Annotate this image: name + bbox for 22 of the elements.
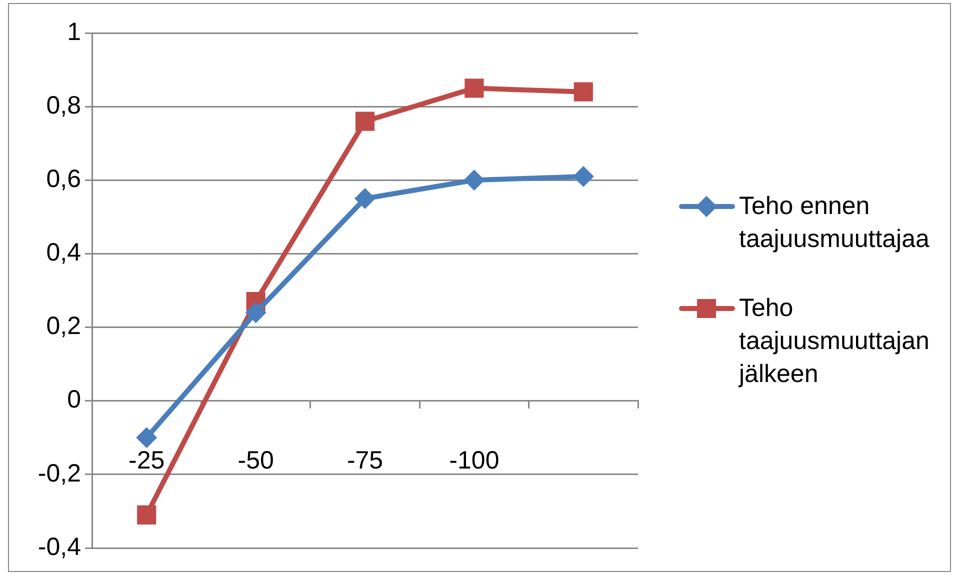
legend-label: Teho taajuusmuuttajan jälkeen bbox=[739, 293, 930, 390]
x-tick-label: -100 bbox=[449, 446, 500, 475]
point bbox=[574, 82, 593, 102]
y-tick-label: 0,6 bbox=[46, 165, 81, 194]
y-tick-label: 1 bbox=[67, 18, 81, 46]
point bbox=[355, 112, 375, 131]
point bbox=[464, 78, 484, 98]
point bbox=[464, 170, 485, 191]
point bbox=[354, 188, 376, 210]
y-tick-label: 0,8 bbox=[46, 91, 81, 120]
y-tick-label: 0,2 bbox=[46, 312, 81, 340]
x-tick-label: -25 bbox=[128, 446, 165, 475]
legend-label: Teho ennen taajuusmuuttajaa bbox=[739, 191, 930, 255]
y-tick-label: -0,2 bbox=[38, 459, 81, 488]
x-tick-label: -50 bbox=[238, 446, 274, 475]
point bbox=[137, 505, 156, 524]
x-tick-label: -75 bbox=[346, 446, 384, 475]
point bbox=[245, 302, 266, 324]
point bbox=[136, 427, 158, 448]
y-tick-label: -0,4 bbox=[38, 532, 82, 561]
y-tick-label: 0,4 bbox=[46, 238, 82, 267]
y-tick-label: 0 bbox=[67, 386, 81, 414]
